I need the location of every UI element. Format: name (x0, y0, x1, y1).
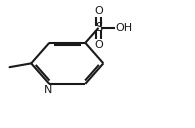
Text: S: S (95, 21, 102, 34)
Text: O: O (94, 40, 103, 50)
Text: OH: OH (116, 23, 133, 33)
Text: N: N (44, 84, 52, 94)
Text: O: O (94, 6, 103, 16)
